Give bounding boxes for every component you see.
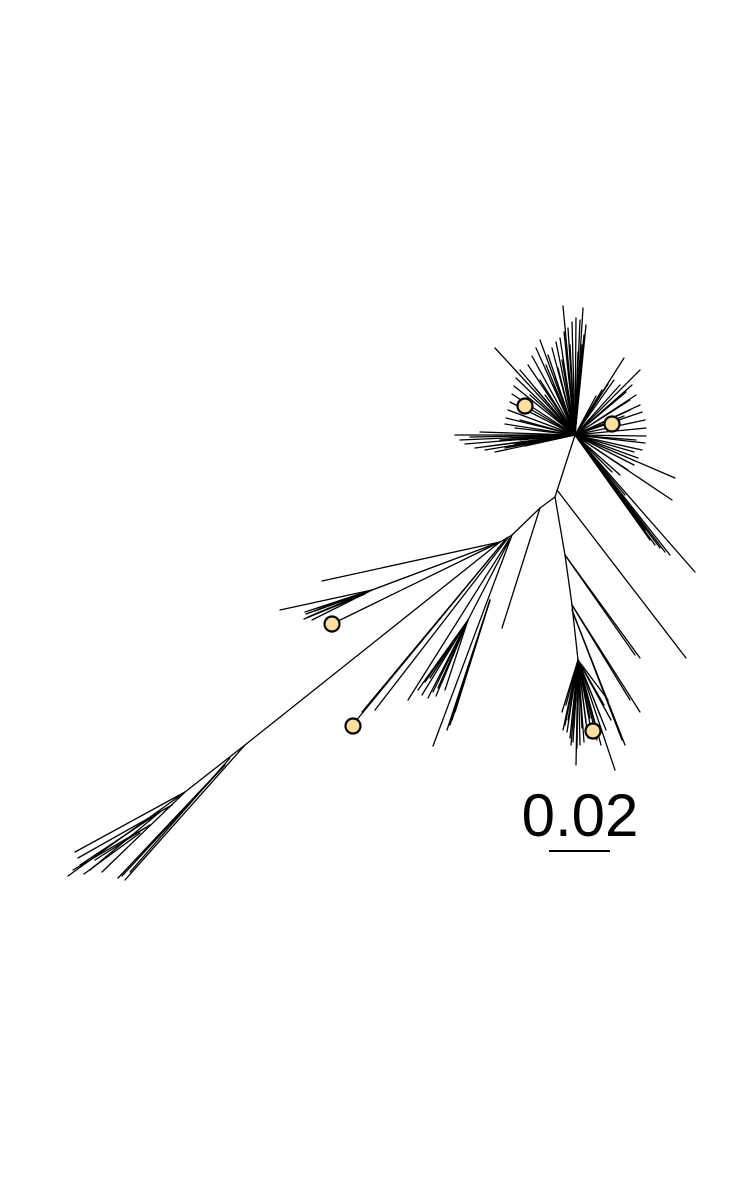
highlighted-node-1 bbox=[516, 397, 534, 415]
bottom-right-cluster-branches bbox=[561, 659, 616, 771]
backbone-branches bbox=[499, 434, 579, 661]
tree-branches bbox=[67, 305, 696, 881]
right-lower-branches bbox=[556, 489, 687, 746]
middle-branches bbox=[354, 507, 541, 747]
highlighted-nodes bbox=[323, 397, 621, 740]
left-horizontal-fan-branches bbox=[454, 431, 576, 453]
right-upper-cluster-branches bbox=[574, 357, 696, 573]
scale-bar: 0.02 bbox=[522, 782, 639, 852]
highlighted-node-4 bbox=[344, 717, 362, 735]
highlighted-node-3 bbox=[323, 615, 341, 633]
highlighted-node-5 bbox=[584, 722, 602, 740]
top-cluster-branches bbox=[494, 305, 587, 436]
highlighted-node-2 bbox=[603, 415, 621, 433]
long-branch-bottom-left bbox=[67, 541, 501, 881]
left-cluster-branches bbox=[279, 541, 501, 625]
scale-bar-label: 0.02 bbox=[522, 782, 639, 849]
